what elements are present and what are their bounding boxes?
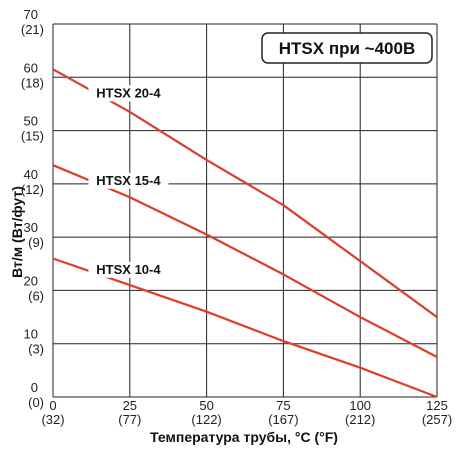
title-box: HTSX при ~400В bbox=[261, 32, 433, 64]
y-tick-sublabel: (6) bbox=[28, 288, 44, 303]
y-tick-sublabel: (9) bbox=[28, 235, 44, 250]
y-tick-label: 0 bbox=[31, 380, 38, 395]
y-tick-label: 70 bbox=[24, 7, 38, 22]
x-tick-label: 0 bbox=[49, 398, 56, 413]
tick-labels: 0(0)10(3)20(6)30(9)40(12)50(15)60(18)70(… bbox=[21, 7, 452, 427]
x-tick-sublabel: (167) bbox=[268, 412, 298, 427]
chart-title: HTSX при ~400В bbox=[279, 39, 415, 58]
x-tick-sublabel: (257) bbox=[422, 412, 452, 427]
y-tick-label: 10 bbox=[24, 327, 38, 342]
series-label: HTSX 10-4 bbox=[96, 262, 161, 277]
y-tick-sublabel: (21) bbox=[21, 22, 44, 37]
x-tick-label: 100 bbox=[349, 398, 371, 413]
x-tick-sublabel: (212) bbox=[345, 412, 375, 427]
series-label-bg bbox=[88, 85, 169, 102]
y-tick-sublabel: (0) bbox=[28, 395, 44, 410]
series-labels: HTSX 20-4 HTSX 15-4 HTSX 10-4 bbox=[88, 85, 169, 278]
y-tick-label: 30 bbox=[24, 220, 38, 235]
y-tick-sublabel: (12) bbox=[21, 182, 44, 197]
series-line bbox=[52, 68, 438, 318]
series-label: HTSX 20-4 bbox=[96, 85, 161, 100]
y-tick-label: 40 bbox=[24, 167, 38, 182]
x-axis-title: Температура трубы, °C (°F) bbox=[150, 429, 338, 445]
series-line bbox=[52, 164, 438, 358]
y-tick-sublabel: (18) bbox=[21, 75, 44, 90]
y-tick-sublabel: (3) bbox=[28, 342, 44, 357]
y-tick-sublabel: (15) bbox=[21, 129, 44, 144]
series-label: HTSX 15-4 bbox=[96, 173, 161, 188]
x-tick-sublabel: (122) bbox=[191, 412, 221, 427]
x-tick-sublabel: (32) bbox=[41, 412, 64, 427]
series-label-bg bbox=[88, 172, 169, 189]
y-tick-label: 20 bbox=[24, 273, 38, 288]
grid bbox=[52, 23, 438, 398]
y-axis-title: Вт/м (Вт/фут) bbox=[9, 186, 25, 278]
series-lines bbox=[52, 68, 438, 399]
y-tick-label: 60 bbox=[24, 60, 38, 75]
series-label-bg bbox=[88, 261, 169, 278]
x-tick-label: 50 bbox=[199, 398, 213, 413]
x-tick-label: 75 bbox=[276, 398, 290, 413]
x-tick-sublabel: (77) bbox=[118, 412, 141, 427]
y-tick-label: 50 bbox=[24, 114, 38, 129]
x-tick-label: 25 bbox=[123, 398, 137, 413]
x-tick-label: 125 bbox=[426, 398, 448, 413]
series-line bbox=[52, 257, 438, 399]
